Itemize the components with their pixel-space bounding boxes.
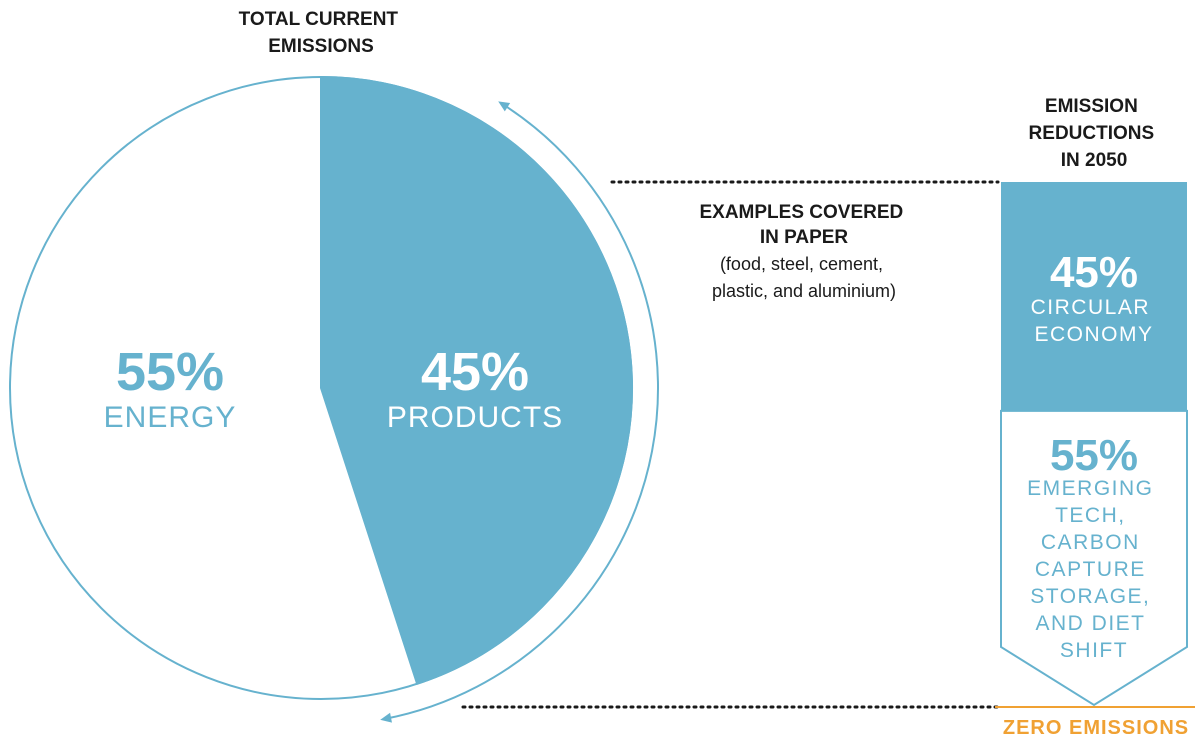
products-percent: 45% — [421, 342, 529, 402]
circular-percent: 45% — [1050, 248, 1138, 297]
bar-segment-circular-economy — [1001, 182, 1187, 411]
reductions-bar — [1000, 182, 1188, 707]
emerging-percent: 55% — [1050, 431, 1138, 480]
circular-label: CIRCULAR ECONOMY — [1031, 296, 1158, 346]
pie-chart — [9, 75, 633, 700]
emerging-label: EMERGING TECH, CARBON CAPTURE STORAGE, A… — [1027, 477, 1161, 662]
products-label: PRODUCTS — [387, 401, 563, 434]
pie-slice-products — [320, 75, 633, 686]
pie-title: TOTAL CURRENT EMISSIONS — [239, 9, 404, 57]
bar-segment-emerging-tech — [1000, 409, 1188, 707]
products-arc-arrow — [380, 101, 659, 723]
reductions-title: EMISSION REDUCTIONS IN 2050 — [1029, 96, 1160, 171]
zero-emissions-label: ZERO EMISSIONS — [1003, 717, 1189, 739]
examples-heading: EXAMPLES COVERED IN PAPER — [699, 202, 908, 248]
energy-label: ENERGY — [104, 401, 237, 434]
energy-percent: 55% — [116, 342, 224, 402]
examples-list: (food, steel, cement, plastic, and alumi… — [712, 254, 896, 301]
